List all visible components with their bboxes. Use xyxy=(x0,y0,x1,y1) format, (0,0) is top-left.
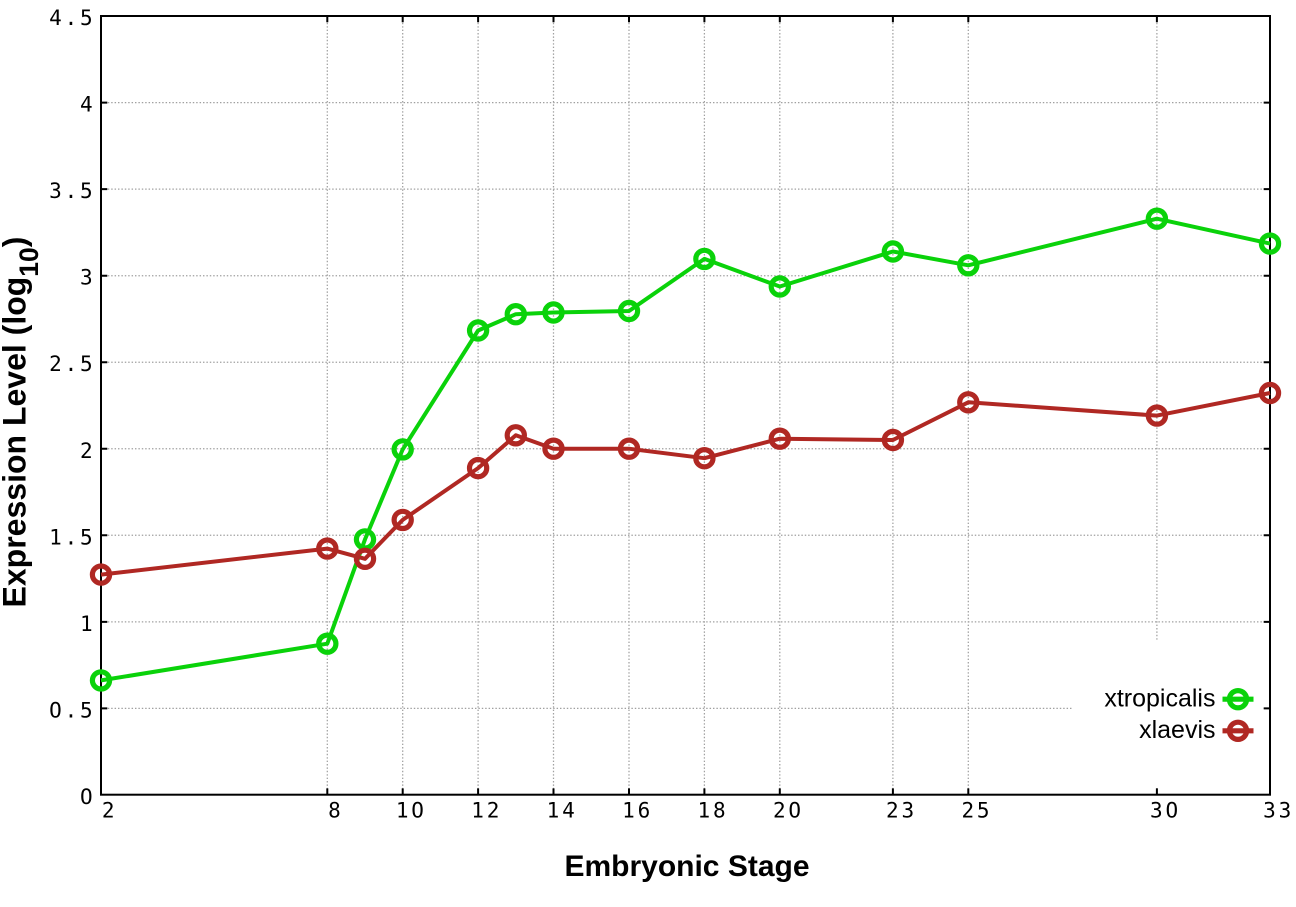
svg-text:O: O xyxy=(80,785,95,809)
svg-text:Embryonic Stage: Embryonic Stage xyxy=(564,850,809,883)
svg-text:12: 12 xyxy=(471,798,502,822)
svg-text:14: 14 xyxy=(547,798,578,822)
svg-text:18: 18 xyxy=(698,798,729,822)
svg-text:4: 4 xyxy=(80,93,95,117)
svg-text:4.5: 4.5 xyxy=(49,6,95,30)
svg-text:1.5: 1.5 xyxy=(49,525,95,549)
svg-text:2.5: 2.5 xyxy=(49,352,95,376)
svg-text:2: 2 xyxy=(80,439,95,463)
svg-text:O.5: O.5 xyxy=(49,698,95,722)
svg-text:xtropicalis: xtropicalis xyxy=(1104,685,1215,713)
svg-text:23: 23 xyxy=(886,798,917,822)
svg-text:1O: 1O xyxy=(396,798,427,822)
svg-text:3O: 3O xyxy=(1150,798,1181,822)
svg-text:3.5: 3.5 xyxy=(49,179,95,203)
svg-text:xlaevis: xlaevis xyxy=(1139,716,1215,744)
svg-text:16: 16 xyxy=(622,798,653,822)
svg-text:33: 33 xyxy=(1263,798,1294,822)
svg-text:1: 1 xyxy=(80,612,95,636)
svg-text:2: 2 xyxy=(102,798,117,822)
svg-text:2O: 2O xyxy=(773,798,804,822)
svg-text:3: 3 xyxy=(80,266,95,290)
svg-text:25: 25 xyxy=(961,798,992,822)
svg-text:8: 8 xyxy=(328,798,343,822)
